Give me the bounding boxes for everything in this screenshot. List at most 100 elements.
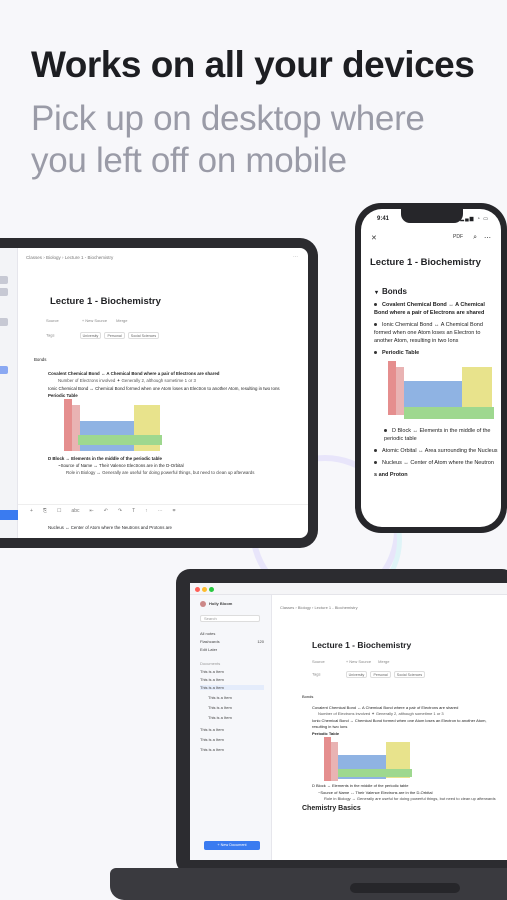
d-block-item[interactable]: D Block ↔ Elements in the middle of the … [384, 428, 491, 442]
user-name[interactable]: Holly Bloom [200, 601, 232, 607]
user-name-label: Holly Bloom [209, 601, 233, 607]
sidebar-item-flashcards[interactable]: Flashcards 120 [200, 639, 264, 644]
tablet-device: Classes › Biology › Lecture 1 - Biochemi… [0, 238, 318, 548]
merge-button[interactable]: Merge [116, 318, 128, 323]
hero-title: Works on all your devices [31, 44, 475, 85]
list-item[interactable]: This is a Item [208, 715, 232, 720]
list-item[interactable]: Periodic Table [374, 349, 498, 357]
list-item[interactable]: This is a Item [200, 737, 224, 742]
covalent-bond-item[interactable]: Covalent Chemical Bond ↔ A Chemical Bond… [374, 302, 485, 316]
minimize-window-button[interactable] [202, 587, 207, 592]
nucleus-item[interactable]: Nucleus ↔ Center of Atom where the Neutr… [48, 525, 172, 530]
format-toolbar: + ⎘ ☐ abc ⇤ ↶ ↷ T ↑ ⋯ ⌗ [18, 504, 308, 516]
covalent-bond-sub[interactable]: Number of Electrons involved ✦ Generally… [58, 378, 196, 384]
tablet-note-body[interactable]: Bonds Covalent Chemical Bond ↔ A Chemica… [34, 356, 284, 477]
status-icons: ▂▄▆ ◔ ▭ [460, 216, 489, 222]
search-input[interactable]: Search [200, 615, 260, 622]
sidebar-item-all-notes[interactable]: All notes [200, 631, 215, 636]
toolbar-button[interactable]: ⎘ [42, 508, 47, 514]
ionic-bond-item[interactable]: Ionic Chemical Bond ↔ A Chemical Bond fo… [374, 322, 483, 344]
list-item[interactable]: Covalent Chemical Bond ↔ A Chemical Bond… [374, 301, 498, 317]
tag-chip[interactable]: Personal [370, 671, 391, 678]
d-block-sub[interactable]: ~Source of Name ↔ Their Valence Electron… [58, 463, 184, 469]
list-item[interactable]: Atomic Orbital ↔ Area surrounding the Nu… [374, 447, 498, 455]
merge-button[interactable]: Merge [378, 659, 390, 664]
sidebar-item-edit-later[interactable]: Edit Later [200, 647, 217, 652]
menu-icon[interactable] [0, 276, 8, 284]
list-item[interactable]: This is a Item [208, 695, 232, 700]
section-heading-label: Bonds [382, 287, 407, 296]
toolbar-button[interactable]: ⇤ [89, 508, 94, 514]
toolbar-button[interactable]: abc [71, 508, 80, 514]
periodic-table-image [388, 361, 498, 421]
phone-notch [401, 209, 463, 223]
pdf-icon[interactable]: PDF [453, 234, 463, 240]
tags-label: Tags [312, 671, 321, 677]
ionic-bond-item[interactable]: Ionic Chemical Bond ↔ Chemical Bond form… [312, 717, 487, 730]
new-document-button[interactable] [0, 510, 18, 520]
folder-icon[interactable] [0, 318, 8, 326]
list-item[interactable]: Ionic Chemical Bond ↔ A Chemical Bond fo… [374, 321, 498, 345]
list-item[interactable]: This is a Item [200, 677, 224, 682]
toolbar-button[interactable]: ↑ [145, 508, 148, 514]
periodic-table-heading: Periodic Table [312, 730, 340, 736]
toolbar-button[interactable]: ↶ [103, 508, 108, 514]
tag-chip[interactable]: Social Sciences [127, 332, 160, 339]
bullet-icon [384, 429, 387, 433]
list-item[interactable]: This is a Item [200, 685, 264, 690]
list-item[interactable]: Nucleus ↔ Center of Atom where the Neutr… [374, 459, 498, 467]
toolbar-button[interactable]: ↷ [117, 508, 123, 514]
new-document-button[interactable]: + New Document [204, 841, 260, 850]
toolbar-button[interactable]: ⋯ [157, 508, 163, 514]
breadcrumb[interactable]: Classes › Biology › Lecture 1 - Biochemi… [280, 605, 358, 610]
breadcrumb[interactable]: Classes › Biology › Lecture 1 - Biochemi… [26, 255, 114, 260]
phone-nav-bar: ✕ PDF ⌕ ⋯ [371, 234, 493, 242]
status-time: 9:41 [377, 216, 390, 222]
ionic-bond-item[interactable]: Ionic Chemical Bond ↔ Chemical Bond form… [48, 385, 280, 391]
close-icon[interactable]: ✕ [371, 235, 377, 242]
search-icon[interactable]: ⌕ [473, 234, 477, 241]
atomic-orbital-item[interactable]: Atomic Orbital ↔ Area surrounding the Nu… [382, 448, 498, 454]
list-item[interactable]: This is a Item [200, 669, 224, 674]
d-block-item[interactable]: D Block ↔ Elements in the middle of the … [48, 456, 162, 462]
tag-chip[interactable]: University [345, 671, 368, 678]
d-block-role[interactable]: Role in Biology ↔ Generally are useful f… [66, 470, 255, 476]
maximize-window-button[interactable] [209, 587, 214, 592]
documents-header: Documents [200, 661, 221, 666]
list-item[interactable]: This is a Item [200, 747, 224, 752]
laptop-note-body[interactable]: Bonds Covalent Chemical Bond ↔ A Chemica… [302, 694, 502, 812]
d-block-sub[interactable]: ~Source of Name ↔ Their Valence Electron… [318, 789, 433, 795]
d-block-item[interactable]: D Block ↔ Elements in the middle of the … [312, 783, 409, 788]
document-title[interactable]: Lecture 1 - Biochemistry [312, 640, 412, 650]
list-item[interactable]: This is a Item [200, 727, 224, 732]
covalent-bond-sub[interactable]: Number of Electrons involved ✦ Generally… [318, 711, 444, 716]
avatar [200, 601, 206, 607]
close-window-button[interactable] [195, 587, 200, 592]
tag-chip[interactable]: University [79, 332, 102, 339]
toolbar-button[interactable]: T [132, 508, 136, 514]
more-icon[interactable]: ⋯ [293, 254, 298, 260]
document-title[interactable]: Lecture 1 - Biochemistry [50, 296, 161, 307]
toolbar-button[interactable]: + [30, 508, 33, 514]
tag-chip[interactable]: Personal [104, 332, 125, 339]
new-source-button[interactable]: + New Source [345, 659, 372, 664]
list-item[interactable]: This is a Item [208, 705, 232, 710]
more-icon[interactable]: ⋯ [484, 235, 491, 242]
chevron-down-icon[interactable]: ▾ [375, 290, 379, 296]
phone-note-body[interactable]: Covalent Chemical Bond ↔ A Chemical Bond… [374, 301, 498, 479]
chemistry-basics-heading[interactable]: Chemistry Basics [302, 804, 361, 812]
d-block-role[interactable]: Role in Biology ↔ Generally are useful f… [324, 796, 496, 801]
bullet-icon [374, 323, 377, 327]
toolbar-button[interactable]: ⌗ [172, 508, 176, 514]
list-item[interactable]: D Block ↔ Elements in the middle of the … [374, 427, 498, 443]
covalent-bond-item[interactable]: Covalent Chemical Bond ↔ A Chemical Bond… [48, 371, 220, 377]
home-icon[interactable] [0, 288, 8, 296]
toolbar-button[interactable]: ☐ [56, 508, 62, 514]
nucleus-item[interactable]: Nucleus ↔ Center of Atom where the Neutr… [382, 460, 494, 466]
covalent-bond-item[interactable]: Covalent Chemical Bond ↔ A Chemical Bond… [312, 704, 459, 710]
new-source-button[interactable]: + New Source [81, 318, 108, 323]
tag-chip[interactable]: Social Sciences [393, 671, 426, 678]
active-item-icon[interactable] [0, 366, 8, 374]
sidebar-item-label: All notes [200, 631, 216, 636]
document-title[interactable]: Lecture 1 - Biochemistry [370, 257, 481, 268]
